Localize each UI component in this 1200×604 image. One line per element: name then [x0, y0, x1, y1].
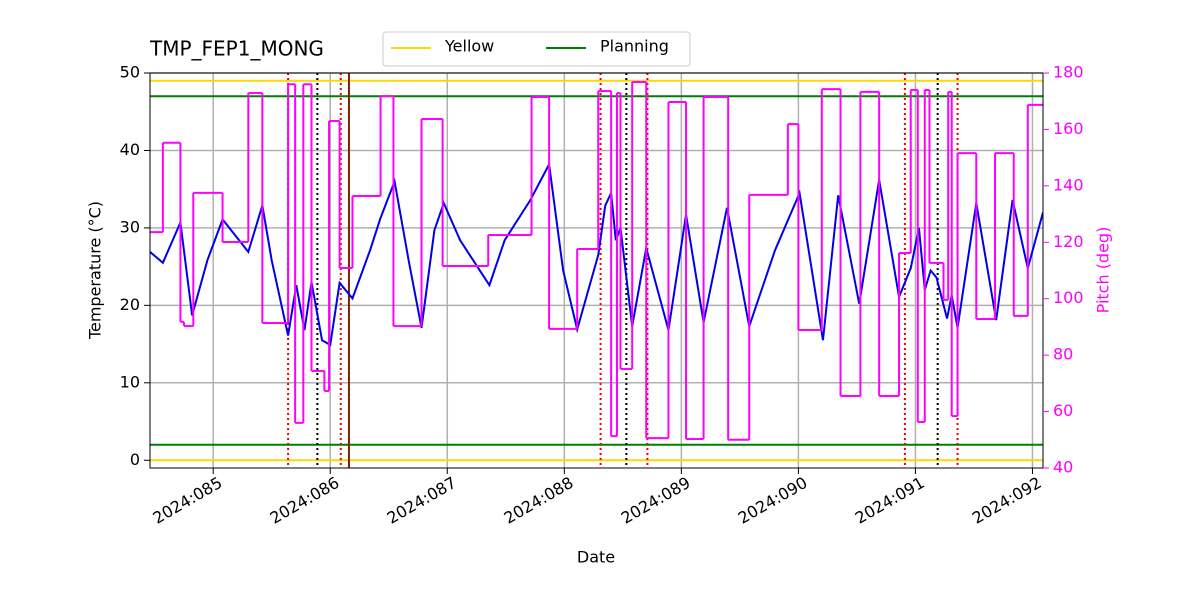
y2-tick-label: 40 [1053, 458, 1073, 477]
y2-tick-label: 100 [1053, 288, 1084, 307]
y2-tick-label: 140 [1053, 175, 1084, 194]
y-tick-label: 30 [120, 217, 140, 236]
legend: Yellow Planning [382, 31, 691, 67]
y-axis-label: Temperature (°C) [86, 201, 105, 340]
y2-tick-label: 120 [1053, 232, 1084, 251]
chart-title: TMP_FEP1_MONG [149, 37, 324, 61]
legend-box [382, 31, 691, 67]
legend-label: Planning [600, 37, 669, 56]
y-tick-label: 50 [120, 63, 140, 82]
y2-tick-label: 160 [1053, 119, 1084, 138]
y-tick-label: 20 [120, 295, 140, 314]
y-tick-label: 10 [120, 372, 140, 391]
y2-tick-label: 80 [1053, 345, 1073, 364]
legend-label: Yellow [444, 37, 494, 56]
y2-axis-label: Pitch (deg) [1094, 227, 1113, 314]
plot-area [150, 73, 1043, 468]
plot-frame [149, 72, 1044, 469]
y2-tick-label: 60 [1053, 401, 1073, 420]
y-tick-label: 0 [130, 450, 140, 469]
x-axis-label: Date [577, 548, 615, 567]
y-tick-label: 40 [120, 140, 140, 159]
y2-tick-label: 180 [1053, 63, 1084, 82]
temperature-line [150, 161, 1043, 347]
